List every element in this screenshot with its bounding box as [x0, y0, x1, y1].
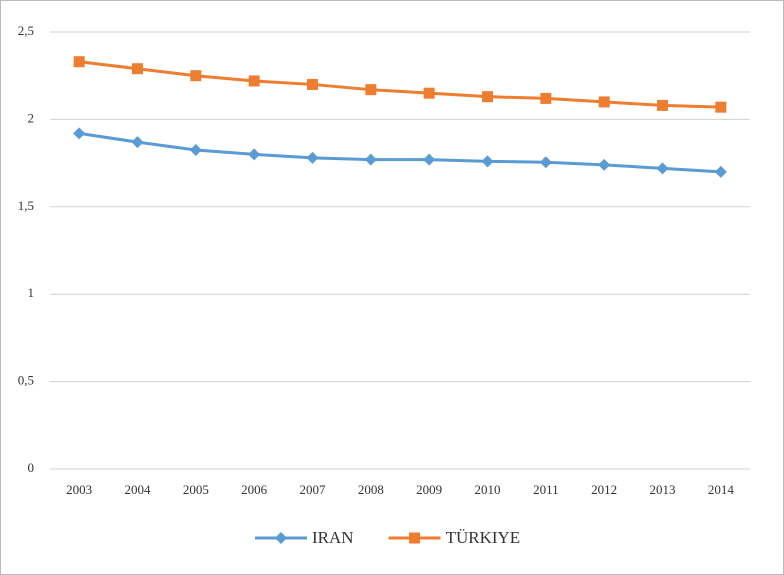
point: [715, 101, 727, 113]
x-tick-label: 2014: [708, 482, 735, 497]
point: [365, 84, 377, 96]
point: [481, 155, 494, 168]
point: [73, 127, 86, 140]
point: [540, 92, 552, 104]
point: [657, 99, 668, 111]
legend-label: IRAN: [312, 528, 354, 547]
x-tick-label: 2008: [358, 482, 384, 497]
y-tick-label: 2: [28, 110, 35, 125]
point: [364, 153, 377, 166]
x-tick-label: 2012: [591, 482, 617, 497]
legend-marker: [409, 532, 421, 544]
x-tick-label: 2003: [66, 482, 92, 497]
x-tick-label: 2006: [241, 482, 268, 497]
y-tick-label: 2,5: [18, 23, 34, 38]
point: [73, 56, 85, 68]
point: [482, 91, 493, 103]
y-tick-label: 1,5: [18, 198, 34, 213]
point: [306, 151, 319, 164]
legend-label: TÜRKIYE: [446, 528, 521, 547]
x-tick-label: 2010: [475, 482, 501, 497]
x-tick-label: 2013: [650, 482, 676, 497]
point: [189, 143, 202, 156]
x-tick-label: 2004: [125, 482, 152, 497]
point: [539, 156, 552, 169]
y-tick-label: 0,5: [18, 373, 34, 388]
x-tick-label: 2005: [183, 482, 209, 497]
series-line: [78, 131, 721, 174]
point: [598, 158, 611, 171]
point: [248, 75, 260, 87]
point: [190, 70, 202, 82]
point: [423, 153, 436, 166]
point: [598, 96, 610, 108]
point: [307, 78, 318, 90]
point: [656, 162, 669, 175]
point: [248, 148, 261, 161]
series-line: [78, 60, 721, 109]
y-tick-label: 0: [28, 460, 35, 475]
y-tick-label: 1: [28, 285, 35, 300]
x-tick-label: 2011: [533, 482, 559, 497]
point: [714, 165, 727, 178]
legend-marker: [275, 532, 287, 544]
x-tick-label: 2007: [300, 482, 327, 497]
x-tick-label: 2009: [416, 482, 442, 497]
point: [132, 63, 143, 75]
point: [131, 136, 144, 149]
point: [423, 87, 435, 99]
